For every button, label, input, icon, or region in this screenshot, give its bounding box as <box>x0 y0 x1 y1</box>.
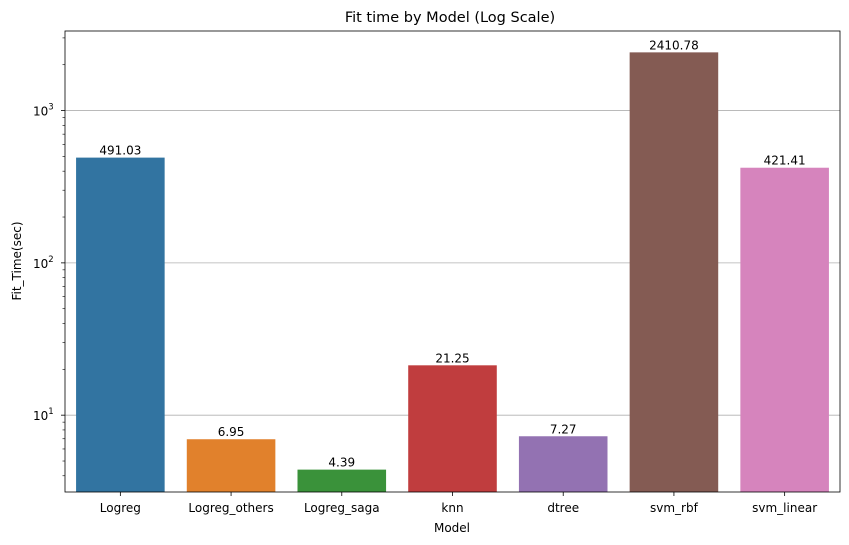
x-tick-label: Logreg_saga <box>304 501 380 515</box>
bar <box>629 52 719 492</box>
y-tick-base: 10 <box>33 409 48 423</box>
chart-title: Fit time by Model (Log Scale) <box>345 10 555 26</box>
bar-value-labels: 491.03 6.95 4.39 21.25 7.27 2410.78 421.41 <box>99 38 805 469</box>
bar <box>76 157 165 492</box>
bar-value-label: 4.39 <box>328 456 355 470</box>
bar-value-label: 421.41 <box>764 154 806 168</box>
bar <box>297 469 387 492</box>
plot-frame <box>64 30 841 493</box>
bar-value-label: 6.95 <box>218 425 245 439</box>
y-tick-label: 101 <box>33 407 54 423</box>
bar-value-label: 21.25 <box>435 351 469 365</box>
x-tick-label: svm_rbf <box>650 501 699 515</box>
bar-value-label: 7.27 <box>550 422 577 436</box>
x-axis-ticks: Logreg Logreg_others Logreg_saga knn dtree sv… <box>100 492 817 515</box>
y-tick-exponent: 2 <box>48 255 53 265</box>
bar-value-label: 491.03 <box>99 144 141 158</box>
x-tick-label: Logreg <box>100 501 141 515</box>
bars <box>76 52 829 493</box>
y-tick-exponent: 1 <box>48 407 53 417</box>
y-axis-label: Fit_Time(sec) <box>10 221 24 300</box>
y-tick-label: 102 <box>33 255 54 271</box>
x-axis-label: Model <box>434 521 470 535</box>
y-tick-exponent: 3 <box>48 103 53 113</box>
y-minor-ticks <box>62 37 65 477</box>
y-tick-base: 10 <box>33 257 48 271</box>
x-tick-label: dtree <box>547 501 579 515</box>
bar <box>186 439 276 492</box>
y-tick-label: 103 <box>33 103 54 119</box>
x-tick-label: svm_linear <box>752 501 817 515</box>
x-tick-label: Logreg_others <box>188 501 273 515</box>
y-tick-base: 10 <box>33 105 48 119</box>
x-tick-label: knn <box>441 501 463 515</box>
bar-value-label: 2410.78 <box>649 38 699 52</box>
bar <box>518 436 608 492</box>
bar <box>740 167 829 493</box>
bar <box>408 365 497 492</box>
